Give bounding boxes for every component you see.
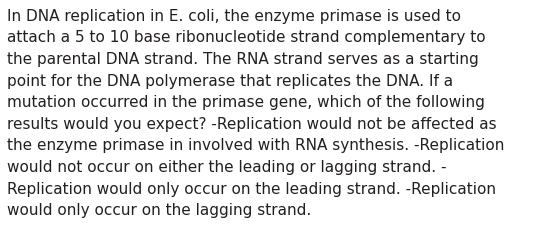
- Text: In DNA replication in E. coli, the enzyme primase is used to
attach a 5 to 10 ba: In DNA replication in E. coli, the enzym…: [7, 9, 504, 217]
